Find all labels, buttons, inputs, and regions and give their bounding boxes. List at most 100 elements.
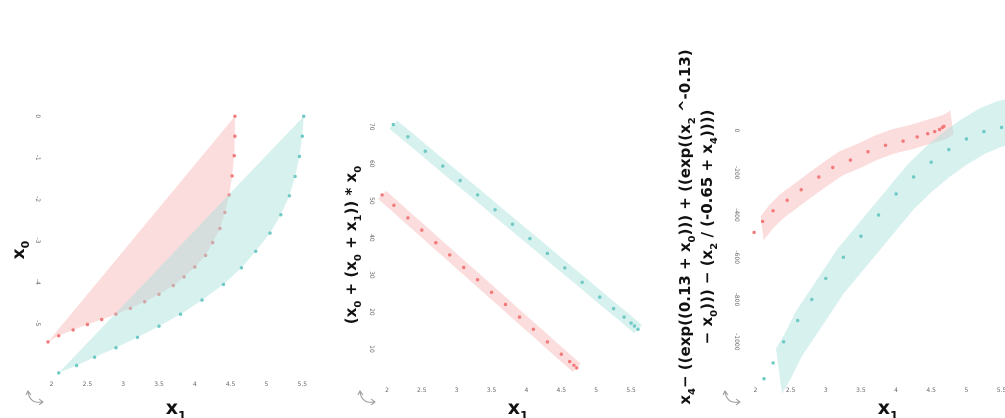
series-area-teal bbox=[389, 120, 642, 334]
data-point-teal-17 bbox=[632, 324, 637, 328]
data-point-red-8 bbox=[143, 300, 147, 304]
series-area-teal bbox=[776, 99, 1005, 394]
data-point-red-4 bbox=[420, 228, 424, 232]
y-tick-label: -800 bbox=[733, 293, 740, 307]
x-axis-label: x1​ bbox=[166, 397, 187, 418]
x-tick-label: 2 bbox=[754, 387, 758, 394]
data-point-red-9 bbox=[157, 292, 161, 296]
data-point-red-12 bbox=[915, 135, 919, 139]
series-area-red bbox=[48, 116, 235, 342]
x-tick-label: 5.5 bbox=[626, 387, 636, 394]
data-point-red-14 bbox=[933, 129, 937, 134]
data-point-teal-5 bbox=[458, 178, 462, 183]
y-axis-label: x0​ bbox=[9, 240, 32, 259]
data-point-red-3 bbox=[771, 209, 775, 213]
data-point-red-4 bbox=[85, 322, 90, 327]
data-point-teal-3 bbox=[423, 149, 427, 153]
data-point-red-13 bbox=[926, 132, 930, 136]
data-point-red-1 bbox=[752, 230, 756, 235]
data-point-red-11 bbox=[517, 315, 522, 319]
data-point-red-14 bbox=[559, 352, 563, 356]
data-point-teal-8 bbox=[200, 298, 204, 302]
data-point-red-17 bbox=[575, 366, 579, 370]
x-axis-label: x1​ bbox=[878, 397, 899, 418]
x-tick-label: 2 bbox=[385, 387, 389, 394]
data-point-teal-11 bbox=[563, 266, 567, 270]
data-point-red-18 bbox=[230, 174, 234, 178]
x-tick-label: 4.5 bbox=[557, 387, 567, 394]
y-tick-label: -200 bbox=[733, 166, 740, 180]
data-point-red-9 bbox=[866, 150, 870, 154]
data-point-teal-18 bbox=[302, 114, 306, 119]
x-tick-label: 4.5 bbox=[926, 387, 936, 394]
data-point-red-8 bbox=[475, 278, 480, 282]
data-point-teal-10 bbox=[239, 266, 244, 270]
data-point-red-6 bbox=[817, 175, 821, 179]
data-point-red-10 bbox=[883, 143, 888, 147]
data-point-teal-4 bbox=[114, 346, 118, 350]
y-tick-label: 30 bbox=[368, 271, 375, 279]
data-point-red-11 bbox=[182, 275, 186, 279]
x-tick-label: 4 bbox=[193, 381, 197, 388]
data-point-teal-5 bbox=[810, 297, 814, 302]
x-tick-label: 2.5 bbox=[83, 381, 93, 388]
y-axis-label: (x0​ + (x0​ + x1​)) * x0​ bbox=[342, 166, 364, 324]
data-point-red-7 bbox=[128, 306, 133, 311]
data-point-teal-7 bbox=[178, 312, 183, 316]
data-point-teal-6 bbox=[157, 324, 161, 328]
data-point-teal-8 bbox=[859, 234, 863, 238]
x-tick-label: 3.5 bbox=[487, 387, 497, 394]
y-axis-label: − x0​))) − (x2​ / (-0.65 + x4​)))) bbox=[698, 110, 720, 345]
y-tick-label: 10 bbox=[368, 345, 375, 353]
data-point-teal-6 bbox=[824, 276, 828, 281]
data-point-red-15 bbox=[937, 127, 942, 132]
y-tick-label: -1000 bbox=[733, 333, 740, 351]
data-point-red-2 bbox=[57, 334, 61, 338]
data-point-red-2 bbox=[392, 203, 396, 207]
data-point-teal-12 bbox=[580, 280, 584, 284]
data-point-red-5 bbox=[100, 317, 104, 322]
data-point-red-4 bbox=[785, 198, 789, 202]
data-point-teal-14 bbox=[287, 194, 292, 198]
data-point-red-3 bbox=[71, 328, 75, 332]
y-tick-label: 60 bbox=[368, 160, 375, 168]
data-point-teal-12 bbox=[268, 231, 272, 235]
data-point-red-16 bbox=[223, 210, 227, 215]
data-point-teal-17 bbox=[300, 134, 304, 138]
data-point-teal-7 bbox=[841, 255, 846, 259]
data-point-teal-1 bbox=[762, 377, 766, 381]
y-tick-label: -2 bbox=[34, 196, 41, 202]
data-point-red-7 bbox=[831, 165, 835, 170]
data-point-teal-2 bbox=[74, 363, 79, 368]
data-point-teal-2 bbox=[406, 135, 410, 139]
data-point-teal-2 bbox=[771, 361, 775, 365]
x-tick-label: 3 bbox=[455, 387, 459, 394]
data-point-teal-4 bbox=[796, 318, 800, 323]
data-point-teal-15 bbox=[293, 174, 297, 179]
data-point-teal-9 bbox=[221, 282, 226, 287]
data-point-red-20 bbox=[233, 134, 237, 138]
data-point-red-1 bbox=[46, 340, 50, 344]
x-tick-label: 2.5 bbox=[786, 387, 796, 394]
data-point-red-12 bbox=[193, 265, 197, 269]
data-point-teal-9 bbox=[528, 236, 532, 241]
x-tick-label: 3 bbox=[121, 381, 125, 388]
y-tick-label: 0 bbox=[34, 114, 41, 118]
data-point-red-5 bbox=[434, 241, 438, 245]
data-point-red-15 bbox=[568, 359, 572, 364]
data-point-teal-13 bbox=[598, 295, 602, 299]
series-area-red bbox=[378, 190, 581, 372]
x-tick-label: 3.5 bbox=[856, 387, 866, 394]
data-point-teal-18 bbox=[636, 327, 640, 331]
y-tick-label: 50 bbox=[368, 197, 375, 205]
x-tick-label: 4.5 bbox=[226, 381, 236, 388]
y-tick-label: -4 bbox=[34, 279, 41, 285]
chart-panel-2: 2 2.5 3 3.5 4 4.5 5 5.5 70 60 50 40 30 20 10 x1​ (x0​ + … bbox=[342, 120, 642, 418]
y-tick-label: -5 bbox=[34, 320, 41, 326]
data-point-teal-7 bbox=[493, 208, 497, 212]
data-point-teal-13 bbox=[947, 147, 951, 152]
data-point-red-7 bbox=[462, 265, 466, 270]
y-tick-label: -400 bbox=[733, 208, 740, 222]
data-point-teal-14 bbox=[964, 137, 969, 141]
